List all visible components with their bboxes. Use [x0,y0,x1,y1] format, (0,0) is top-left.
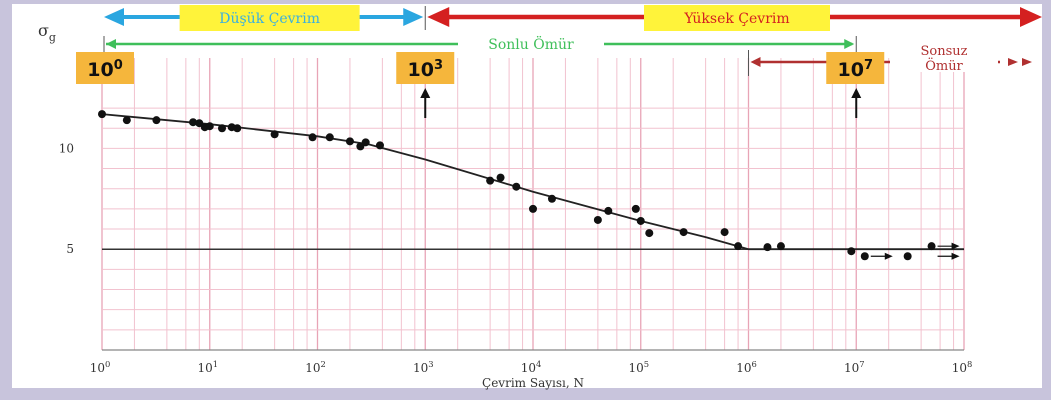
runout-arrow-head [884,252,893,260]
data-point [631,204,640,213]
sn-curve [101,113,964,251]
data-point [325,133,334,142]
cycle-marker-label: 107 [838,58,874,81]
data-point [122,116,131,125]
x-tick-label: 101 [197,359,218,375]
infinite-life-label-line2: Ömür [925,57,963,74]
data-point [345,137,354,146]
data-point [98,110,106,119]
data-point [486,176,495,185]
finite-life-label-box [458,34,604,54]
low-cycle-label: Düşük Çevrim [219,11,320,27]
y-tick-label: 10 [59,141,74,155]
data-point [233,124,242,133]
x-tick-label: 106 [736,359,757,375]
data-point [195,119,204,128]
data-point [734,242,743,251]
arrow-head [1008,58,1018,66]
x-tick-label: 100 [90,359,111,375]
data-point [375,141,384,150]
x-tick-label: 105 [628,359,649,375]
finite-life-label: Sonlu Ömür [488,35,574,53]
data-point [189,118,198,127]
x-tick-label: 104 [521,359,542,375]
data-point [496,173,505,182]
arrow-head [844,39,855,49]
cycle-marker-box [826,52,885,84]
cycle-marker-label: 100 [87,58,123,81]
x-axis-title: Çevrim Sayısı, N [482,376,584,390]
y-tick-label: 5 [66,242,74,256]
arrow-head [403,8,424,26]
data-point [927,242,936,251]
x-tick-label: 102 [305,359,326,375]
data-point [218,124,227,133]
arrow-head [106,39,116,49]
grid [101,58,965,350]
arrow-head [104,8,124,26]
data-point [847,247,856,256]
cycle-marker-box [76,52,134,84]
data-point [361,138,370,147]
data-points [98,110,960,261]
data-point [763,243,772,252]
data-point [604,206,613,215]
low-cycle-label-box [179,5,360,31]
data-point [636,216,645,225]
cycle-markers: 100 103 107 [76,52,885,118]
cycle-marker-arrow-head [851,88,862,98]
data-point [645,229,654,238]
data-point [776,242,785,251]
data-point [860,252,869,261]
data-point [679,228,688,237]
infinite-life-label-box [890,40,998,72]
arrow-head [427,7,450,27]
data-point [205,122,214,131]
cycle-marker-arrow-head [420,88,431,98]
sn-curve-line [101,113,964,251]
arrow-head [750,57,761,67]
region-annotations: Düşük Çevrim Yüksek Çevrim Sonlu Ömür Sonsu… [103,5,1042,76]
data-point [152,116,161,125]
data-point [903,252,912,261]
y-axis-title: σg [38,21,56,44]
x-tick-label: 103 [413,359,434,375]
infinite-life-label-line1: Sonsuz [921,44,968,59]
high-cycle-label-box [644,5,830,31]
data-point [593,215,602,224]
data-point [720,228,729,237]
data-point [547,194,556,203]
runout-arrow-head [951,242,960,250]
data-point [529,204,537,213]
runout-arrow-head [951,252,960,260]
data-point [308,133,317,142]
data-point [512,182,521,191]
x-tick-label: 107 [844,359,865,375]
cycle-marker-label: 103 [408,58,444,81]
cycle-marker-box [396,52,455,84]
data-point [270,130,279,139]
arrow-head [1022,58,1032,66]
x-tick-label: 108 [952,359,973,375]
arrow-head [1020,7,1042,27]
high-cycle-label: Yüksek Çevrim [683,11,789,27]
